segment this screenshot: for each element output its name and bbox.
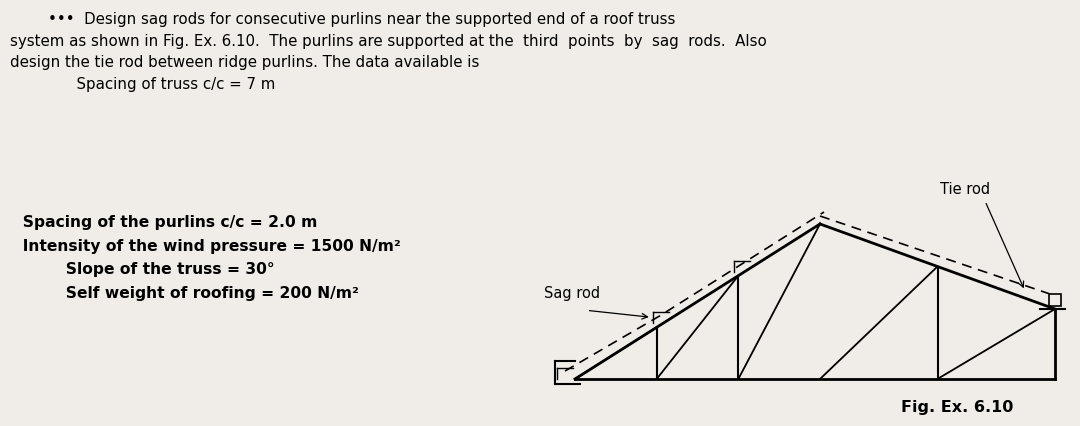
Text: Fig. Ex. 6.10: Fig. Ex. 6.10	[902, 399, 1014, 414]
Text: •••  Design sag rods for consecutive purlins near the supported end of a roof tr: ••• Design sag rods for consecutive purl…	[10, 12, 767, 92]
Text: Tie rod: Tie rod	[940, 182, 990, 197]
Text: Spacing of the purlins c/c = 2.0 m
  Intensity of the wind pressure = 1500 N/m²
: Spacing of the purlins c/c = 2.0 m Inten…	[12, 215, 401, 300]
Text: Sag rod: Sag rod	[543, 285, 599, 300]
